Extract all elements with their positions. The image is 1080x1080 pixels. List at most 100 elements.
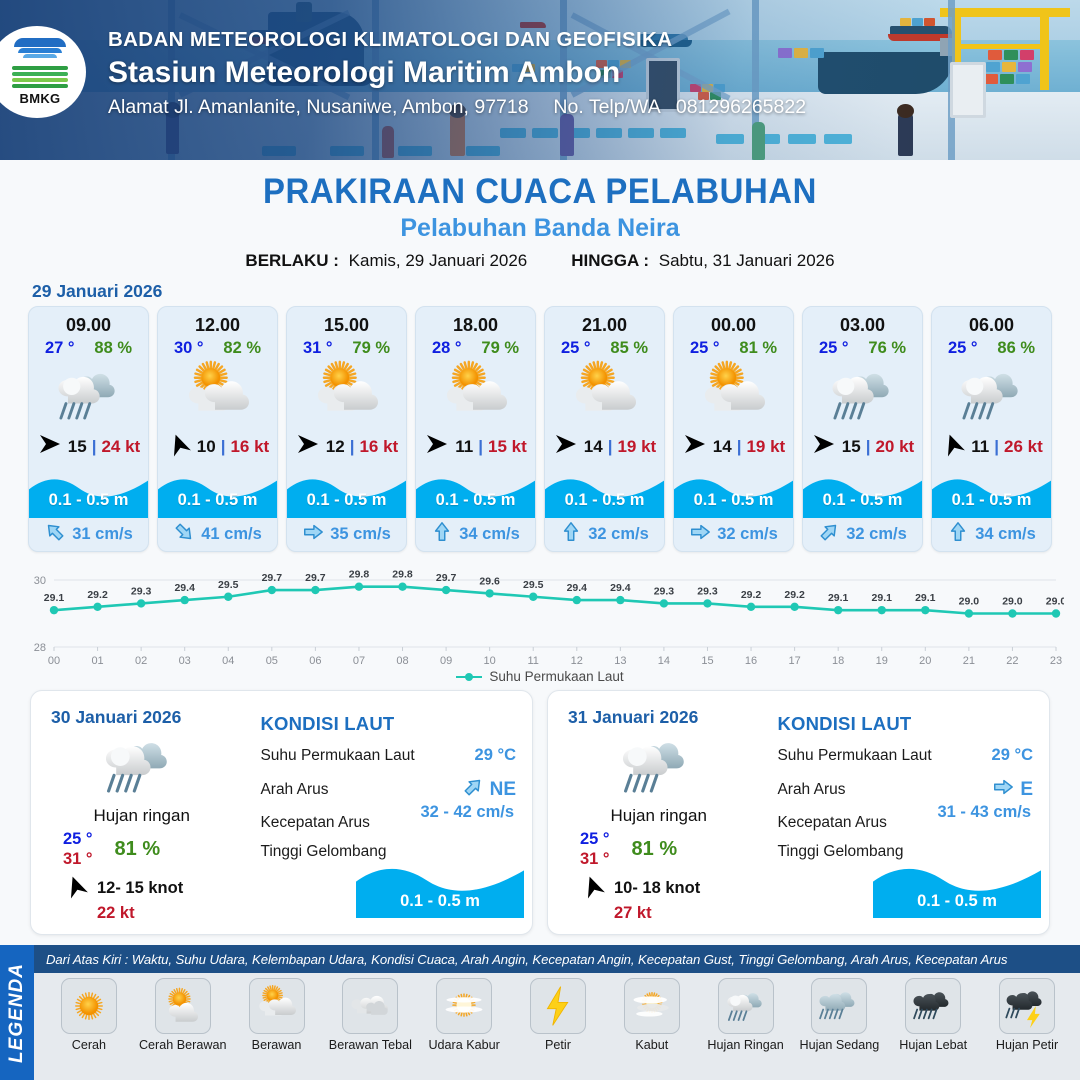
current-direction-icon	[431, 521, 453, 548]
wave-graphic	[803, 474, 922, 518]
svg-text:29.1: 29.1	[828, 592, 849, 604]
wind-speed: 11	[971, 436, 990, 456]
current-speed: 32 cm/s	[717, 524, 778, 543]
svg-text:29.1: 29.1	[872, 592, 893, 604]
card-wind: 14 | 19 kt	[545, 432, 664, 461]
svg-text:29.7: 29.7	[436, 572, 457, 584]
forecast-card[interactable]: 09.00 27 ° 88 % 15 | 24 kt 0.1 - 0.5 m 3…	[28, 306, 149, 552]
current-speed: 41 cm/s	[201, 524, 262, 543]
wind-speed: 14	[712, 436, 732, 456]
legend-item-label: Cerah Berawan	[138, 1038, 227, 1052]
card-current: 32 cm/s	[803, 518, 922, 551]
panel-temp-max: 31 °	[580, 850, 610, 868]
card-time: 15.00	[323, 315, 370, 335]
legend-item: Cerah Berawan	[136, 978, 230, 1076]
cerah-berawan-icon	[154, 978, 211, 1034]
panel-wind: 10- 18 knot	[580, 875, 773, 902]
card-current: 32 cm/s	[545, 518, 664, 551]
card-wind: 11 | 26 kt	[932, 432, 1051, 461]
wave-graphic	[158, 474, 277, 518]
card-time: 06.00	[968, 315, 1015, 335]
wave-height: 0.1 - 0.5 m	[306, 490, 387, 509]
svg-text:29.7: 29.7	[305, 572, 326, 584]
svg-text:20: 20	[919, 655, 931, 667]
kabut-icon	[623, 978, 680, 1034]
berawan-icon	[545, 358, 664, 432]
card-temperature: 25 °	[689, 339, 720, 357]
wind-direction-icon	[682, 433, 708, 460]
wind-gust: 24 kt	[101, 436, 141, 456]
address-text: Alamat Jl. Amanlanite, Nusaniwe, Ambon, …	[108, 96, 529, 118]
wind-direction-icon	[424, 433, 450, 460]
svg-text:21: 21	[963, 655, 975, 667]
daily-summary-panel[interactable]: 31 Januari 2026 Hujan ringan 25 ° 31 ° 8…	[547, 690, 1050, 935]
validity-row: BERLAKU : Kamis, 29 Januari 2026 HINGGA …	[0, 251, 1080, 271]
header-text-block: BADAN METEOROLOGI KLIMATOLOGI DAN GEOFIS…	[108, 28, 806, 119]
card-temperature: 30 °	[173, 339, 204, 357]
panel-wind-gust: 22 kt	[97, 904, 135, 922]
bmkg-wave-icon	[12, 64, 68, 90]
current-speed: 32 cm/s	[588, 524, 649, 543]
legend-item: Cerah	[42, 978, 136, 1076]
hujan-petir-icon	[999, 978, 1056, 1034]
card-temperature: 25 °	[818, 339, 849, 357]
wind-gust: 20 kt	[875, 436, 915, 456]
forecast-card[interactable]: 21.00 25 ° 85 % 14 | 19 kt 0.1 - 0.5 m 3…	[544, 306, 665, 552]
card-wind: 11 | 15 kt	[416, 432, 535, 461]
forecast-card[interactable]: 18.00 28 ° 79 % 11 | 15 kt 0.1 - 0.5 m 3…	[415, 306, 536, 552]
berawan-icon	[248, 978, 305, 1034]
card-current: 34 cm/s	[416, 518, 535, 551]
panel-temp-min: 25 °	[580, 830, 610, 848]
current-speed-label: Kecepatan Arus	[260, 814, 370, 831]
wind-speed: 12	[325, 436, 345, 456]
hujan-ringan-icon	[29, 358, 148, 432]
wind-gust: 19 kt	[617, 436, 657, 456]
wind-direction-icon	[295, 433, 321, 460]
legend-item-label: Berawan	[251, 1038, 302, 1052]
port-name: Pelabuhan Banda Neira	[400, 214, 680, 242]
wind-direction-icon	[166, 433, 192, 460]
forecast-card[interactable]: 06.00 25 ° 86 % 11 | 26 kt 0.1 - 0.5 m 3…	[931, 306, 1052, 552]
card-wave: 0.1 - 0.5 m	[158, 461, 277, 518]
wind-separator: |	[91, 436, 97, 456]
card-wave: 0.1 - 0.5 m	[803, 461, 922, 518]
forecast-card[interactable]: 00.00 25 ° 81 % 14 | 19 kt 0.1 - 0.5 m 3…	[673, 306, 794, 552]
berawan-icon	[674, 358, 793, 432]
card-temperature: 25 °	[947, 339, 978, 357]
forecast-card[interactable]: 12.00 30 ° 82 % 10 | 16 kt 0.1 - 0.5 m 4…	[157, 306, 278, 552]
svg-text:29.8: 29.8	[392, 569, 413, 581]
svg-text:03: 03	[179, 655, 191, 667]
sst-chart: 28 30 00 01 02 03 04 05 06 07 08 09 10 11 12 13 14 15 16 17…	[16, 558, 1064, 673]
svg-text:05: 05	[266, 655, 278, 667]
legend-item-label: Berawan Tebal	[328, 1038, 412, 1052]
panel-humidity: 81 %	[114, 838, 161, 860]
panel-wind-speed: 10- 18 knot	[614, 879, 701, 897]
svg-text:29.0: 29.0	[1002, 596, 1023, 608]
daily-summary-panel[interactable]: 30 Januari 2026 Hujan ringan 25 ° 31 ° 8…	[30, 690, 533, 935]
station-name: Stasiun Meteorologi Maritim Ambon	[108, 56, 621, 89]
svg-text:29.3: 29.3	[697, 585, 718, 597]
legend-item: Hujan Sedang	[793, 978, 887, 1076]
current-direction-icon	[302, 521, 324, 548]
card-wind: 12 | 16 kt	[287, 432, 406, 461]
svg-text:29.2: 29.2	[741, 589, 762, 601]
svg-text:13: 13	[614, 655, 626, 667]
current-direction-icon	[818, 521, 840, 548]
page-title: PRAKIRAAN CUACA PELABUHAN	[263, 172, 817, 211]
valid-from-label: BERLAKU :	[245, 251, 339, 270]
sst-value: 29 °C	[474, 746, 516, 764]
card-temperature: 27 °	[44, 339, 75, 357]
card-time: 21.00	[581, 315, 628, 335]
svg-text:01: 01	[91, 655, 103, 667]
wind-gust: 16 kt	[230, 436, 270, 456]
forecast-card[interactable]: 15.00 31 ° 79 % 12 | 16 kt 0.1 - 0.5 m 3…	[286, 306, 407, 552]
svg-text:29.4: 29.4	[610, 582, 631, 594]
svg-text:29.5: 29.5	[523, 579, 544, 591]
current-direction-icon	[173, 521, 195, 548]
wind-speed: 11	[455, 436, 474, 456]
wave-graphic	[29, 474, 148, 518]
hourly-forecast-row: 09.00 27 ° 88 % 15 | 24 kt 0.1 - 0.5 m 3…	[0, 306, 1080, 552]
wind-separator: |	[865, 436, 871, 456]
card-humidity: 86 %	[997, 339, 1036, 357]
forecast-card[interactable]: 03.00 25 ° 76 % 15 | 20 kt 0.1 - 0.5 m 3…	[802, 306, 923, 552]
